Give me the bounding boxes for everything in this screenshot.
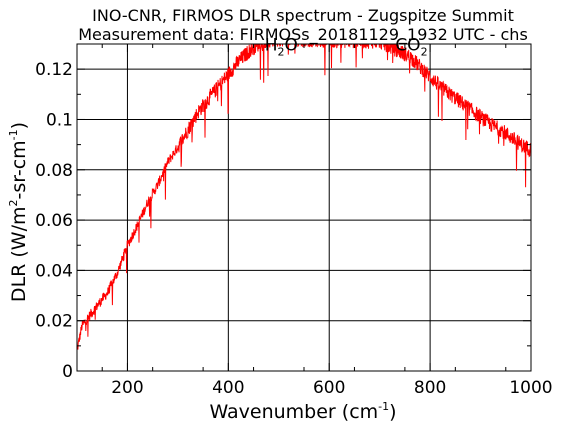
chart-title: INO-CNR, FIRMOS DLR spectrum - Zugspitze… [92,6,514,25]
y-tick-label: 0 [62,362,73,382]
x-tick-label: 800 [414,378,446,398]
x-tick-label: 600 [313,378,345,398]
series-group [77,44,531,350]
y-axis-label: DLR (W/m2-sr-cm-1) [7,122,30,302]
y-tick-label: 0.1 [46,110,73,130]
spectrum-line [77,44,531,350]
axis-ticks: 200 400 600 800 1000 0 0.02 0.04 0.06 0.08 0.1 0.12 [35,44,553,398]
y-tick-label: 0.02 [35,312,73,332]
annotation-label: H2O [265,35,298,58]
x-tick-label: 1000 [509,378,552,398]
annotations: H2O CO2 [265,35,428,58]
chart-subtitle: Measurement data: FIRMOSs_20181129_1932 … [78,25,528,45]
x-axis-label: Wavenumber (cm-1) [209,400,396,423]
grid-lines [77,44,531,371]
x-tick-label: 400 [212,378,244,398]
y-tick-label: 0.04 [35,261,73,281]
y-tick-label: 0.12 [35,60,73,80]
y-tick-label: 0.06 [35,211,73,231]
plot-frame [76,43,532,372]
x-tick-label: 200 [111,378,143,398]
annotation-label: CO2 [395,35,427,58]
y-tick-label: 0.08 [35,161,73,181]
